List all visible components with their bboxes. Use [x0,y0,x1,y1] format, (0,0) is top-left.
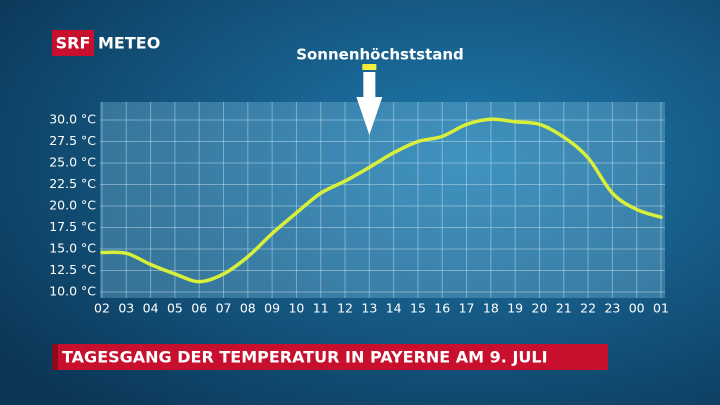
x-tick-label: 05 [167,301,183,316]
x-tick-label: 18 [483,301,499,316]
x-tick-label: 14 [386,301,402,316]
x-tick-label: 07 [216,301,232,316]
y-tick-label: 22.5 °C [49,176,96,191]
x-tick-label: 01 [653,301,669,316]
y-tick-label: 25.0 °C [49,155,96,170]
x-tick-label: 13 [361,301,377,316]
y-tick-label: 17.5 °C [49,219,96,234]
y-tick-label: 15.0 °C [49,241,96,256]
logo-left: SRF [56,34,91,53]
annotation-text: Sonnenhöchststand [296,46,464,64]
x-tick-label: 15 [410,301,426,316]
chart-title: TAGESGANG DER TEMPERATUR IN PAYERNE AM 9… [62,348,548,367]
x-tick-label: 12 [337,301,353,316]
x-tick-label: 16 [434,301,450,316]
x-tick-label: 10 [288,301,304,316]
x-tick-label: 00 [629,301,645,316]
x-tick-label: 11 [313,301,329,316]
plot-area [100,102,665,298]
x-tick-label: 08 [240,301,256,316]
logo-right: METEO [98,34,160,53]
annotation-arrow [356,72,383,135]
title-bar [58,344,608,370]
x-tick-label: 17 [459,301,475,316]
x-tick-label: 09 [264,301,280,316]
y-tick-label: 12.5 °C [49,262,96,277]
x-tick-label: 19 [507,301,523,316]
x-tick-label: 04 [143,301,159,316]
x-tick-label: 03 [118,301,134,316]
logo-box [52,30,94,56]
x-tick-label: 06 [191,301,207,316]
x-tick-label: 20 [532,301,548,316]
temperature-line [100,117,663,284]
x-tick-label: 22 [580,301,596,316]
title-accent [52,344,58,370]
x-tick-label: 23 [604,301,620,316]
y-tick-label: 10.0 °C [49,283,96,298]
y-tick-label: 27.5 °C [49,133,96,148]
y-tick-label: 20.0 °C [49,198,96,213]
sun-marker [362,64,377,70]
x-tick-label: 02 [94,301,110,316]
y-tick-label: 30.0 °C [49,112,96,127]
x-tick-label: 21 [556,301,572,316]
